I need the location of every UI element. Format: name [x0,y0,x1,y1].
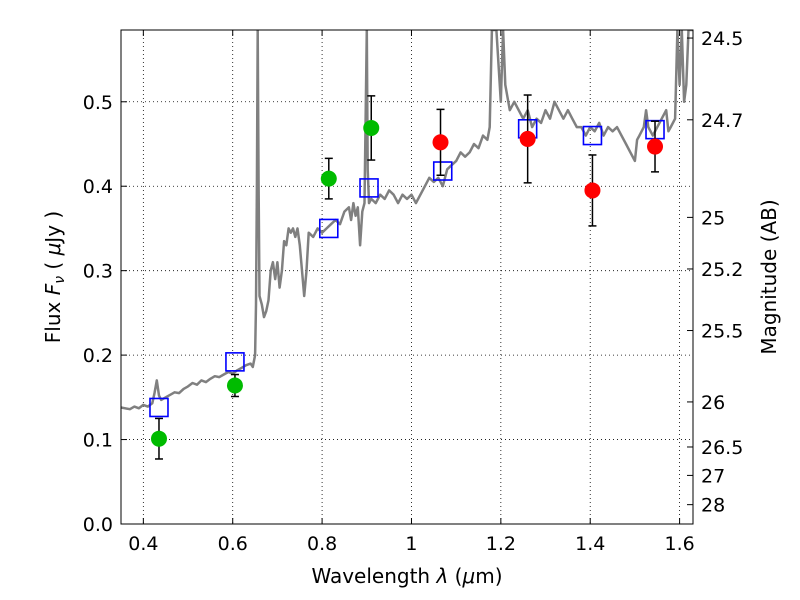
y2-tick-label: 26 [701,392,725,414]
y2-tick-label: 27 [701,465,725,487]
y2-tick-label: 24.5 [701,28,743,50]
y2-tick-label: 25 [701,207,725,229]
data-point [363,119,380,136]
y2-tick-label: 25.2 [701,259,743,281]
y-tick-label: 0.1 [83,430,113,452]
y-tick-label: 0.4 [83,176,113,198]
data-point [432,134,449,151]
y-tick-label: 0.3 [83,261,113,283]
y-tick-label: 0.5 [83,92,113,114]
y2-tick-label: 26.5 [701,437,743,459]
x-tick-label: 1.4 [575,533,605,555]
x-tick-label: 1 [405,533,417,555]
x-axis-label: Wavelength λ (μm) [311,564,502,588]
x-tick-label: 1.6 [664,533,694,555]
axes: 0.4 0.6 0.8 1 1.2 1.4 1.6 0.0 0.1 0.2 0.3 0.4 0.5 24.… [83,28,744,555]
y2-tick-label: 28 [701,495,725,517]
data-point [150,430,167,447]
data-point [584,182,601,199]
data-point [320,170,337,187]
model-spectrum-line [121,30,693,411]
x-tick-label: 0.6 [218,533,248,555]
model-photometry-square [225,352,245,372]
data-point [226,377,243,394]
plot-frame [120,29,694,525]
model-photometry-square [359,178,379,198]
model-photometry-square [582,125,603,146]
model-photometry-square [149,397,169,418]
data-point [519,130,536,147]
y-tick-label: 0.0 [83,514,113,536]
y2-tick-label: 24.7 [701,110,743,132]
model-photometry-square [318,218,339,239]
plot-area [121,30,693,460]
data-point [647,138,664,155]
y-tick-label: 0.2 [83,345,113,367]
y-axis-label: Flux Fν ( μJy ) [41,211,68,343]
grid-lines [121,30,693,524]
y2-tick-label: 25.5 [701,321,743,343]
x-tick-label: 0.8 [307,533,337,555]
model-photometry-square [432,161,453,181]
x-tick-label: 1.2 [486,533,516,555]
y2-axis-label: Magnitude (AB) [757,199,781,354]
x-tick-label: 0.4 [128,533,158,555]
